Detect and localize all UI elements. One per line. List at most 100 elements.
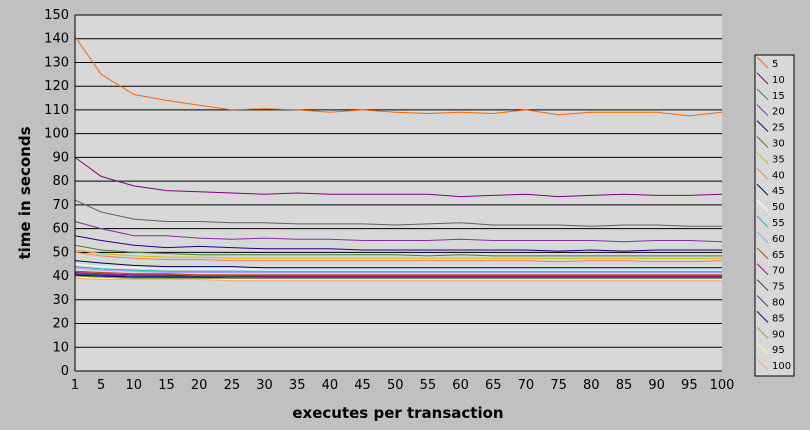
legend-label-30: 30 (772, 139, 785, 150)
y-tick-label-90: 90 (52, 150, 69, 165)
legend-swatch-45 (756, 183, 769, 196)
y-tick-label-130: 130 (44, 55, 69, 70)
series-line-15 (74, 199, 722, 227)
legend-label-95: 95 (772, 345, 785, 356)
series-line-45 (74, 260, 722, 269)
x-tick-label-40: 40 (322, 378, 339, 393)
series-line-35 (74, 249, 722, 259)
series-line-25 (74, 235, 722, 252)
series-line-90 (74, 275, 722, 279)
legend-swatch-100 (756, 358, 769, 371)
y-tick-label-50: 50 (52, 245, 69, 260)
legend-swatch-95 (756, 342, 769, 355)
y-tick-label-100: 100 (44, 127, 69, 142)
series-line-65 (74, 270, 722, 276)
legend-label-5: 5 (772, 59, 778, 70)
x-tick-label-65: 65 (485, 378, 502, 393)
y-tick-label-120: 120 (44, 79, 69, 94)
series-line-60 (74, 267, 722, 273)
legend: 5 10 15 20 25 30 35 40 45 50 55 60 65 70 75 80 85 90 95 100 (754, 54, 795, 377)
y-tick-label-40: 40 (52, 269, 69, 284)
gridlines (75, 14, 722, 348)
legend-label-35: 35 (772, 154, 785, 165)
legend-swatch-25 (756, 120, 769, 132)
legend-label-20: 20 (772, 107, 785, 118)
legend-label-25: 25 (772, 123, 785, 134)
series-line-10 (74, 156, 723, 198)
x-tick-label-95: 95 (681, 378, 698, 393)
x-tick-label-70: 70 (518, 378, 535, 393)
x-tick-label-1: 1 (71, 378, 79, 393)
y-tick-label-30: 30 (52, 293, 69, 308)
legend-label-80: 80 (772, 298, 785, 309)
x-tick-label-45: 45 (354, 378, 371, 393)
legend-items: 5 10 15 20 25 30 35 40 45 50 55 60 65 70 75 80 85 90 95 100 (756, 56, 791, 372)
legend-label-90: 90 (772, 329, 785, 340)
x-axis-title: executes per transaction (292, 404, 503, 422)
x-tick-label-60: 60 (452, 378, 469, 393)
plot-area (75, 15, 722, 371)
x-tick-label-35: 35 (289, 378, 306, 393)
x-tick-label-90: 90 (648, 378, 665, 393)
series-line-30 (74, 244, 722, 257)
x-tick-label-75: 75 (550, 378, 567, 393)
y-tick-label-60: 60 (52, 222, 69, 237)
legend-label-75: 75 (772, 282, 785, 293)
legend-label-50: 50 (772, 202, 785, 213)
legend-label-40: 40 (772, 170, 785, 181)
legend-swatch-30 (756, 136, 769, 148)
x-tick-label-25: 25 (224, 378, 241, 393)
x-tick-label-100: 100 (710, 378, 735, 393)
x-tick-label-80: 80 (583, 378, 600, 393)
legend-swatch-40 (756, 167, 769, 180)
legend-label-45: 45 (772, 186, 785, 197)
y-tick-label-150: 150 (44, 8, 69, 23)
legend-swatch-70 (756, 263, 769, 276)
x-tick-label-30: 30 (256, 378, 273, 393)
y-tick-labels: 0 10 20 30 40 50 60 70 80 90 100 110 120 130 140 150 (44, 8, 69, 379)
legend-swatch-65 (756, 247, 769, 260)
y-tick-label-20: 20 (52, 317, 69, 332)
legend-swatch-35 (756, 152, 769, 164)
legend-label-60: 60 (772, 234, 785, 245)
legend-label-10: 10 (772, 75, 785, 86)
series-layer (74, 36, 723, 282)
legend-swatch-10 (756, 72, 769, 85)
legend-swatch-20 (756, 104, 769, 117)
y-axis-title: time in seconds (16, 126, 34, 259)
legend-swatch-5 (756, 56, 769, 69)
legend-box (754, 54, 795, 377)
x-tick-label-55: 55 (420, 378, 437, 393)
y-tick-label-140: 140 (44, 32, 69, 47)
legend-swatch-80 (756, 295, 769, 307)
x-tick-label-20: 20 (191, 378, 208, 393)
y-tick-label-80: 80 (52, 174, 69, 189)
y-tick-label-110: 110 (44, 103, 69, 118)
series-line-100 (74, 277, 722, 282)
x-tick-labels: 1 5 10 15 20 25 30 35 40 45 50 55 60 65 70 75 80 85 90 95 10… (71, 378, 735, 393)
legend-swatch-50 (756, 199, 769, 212)
legend-label-55: 55 (772, 218, 785, 229)
y-tick-label-0: 0 (61, 364, 69, 379)
legend-label-100: 100 (772, 361, 791, 372)
legend-swatch-60 (756, 231, 769, 244)
legend-swatch-75 (756, 279, 769, 291)
legend-label-15: 15 (772, 91, 785, 102)
y-tick-label-10: 10 (52, 340, 69, 355)
series-line-40 (74, 251, 723, 263)
legend-label-65: 65 (772, 250, 785, 261)
x-tick-label-85: 85 (616, 378, 633, 393)
series-line-50 (74, 263, 722, 271)
legend-label-70: 70 (772, 266, 785, 277)
series-line-55 (74, 266, 722, 272)
legend-swatch-90 (756, 326, 769, 339)
series-line-70 (74, 272, 722, 277)
x-tick-label-5: 5 (97, 378, 105, 393)
y-tick-label-70: 70 (52, 198, 69, 213)
legend-label-85: 85 (772, 313, 785, 324)
x-tick-label-10: 10 (126, 378, 143, 393)
legend-swatch-85 (756, 311, 769, 323)
series-line-5 (74, 36, 723, 117)
